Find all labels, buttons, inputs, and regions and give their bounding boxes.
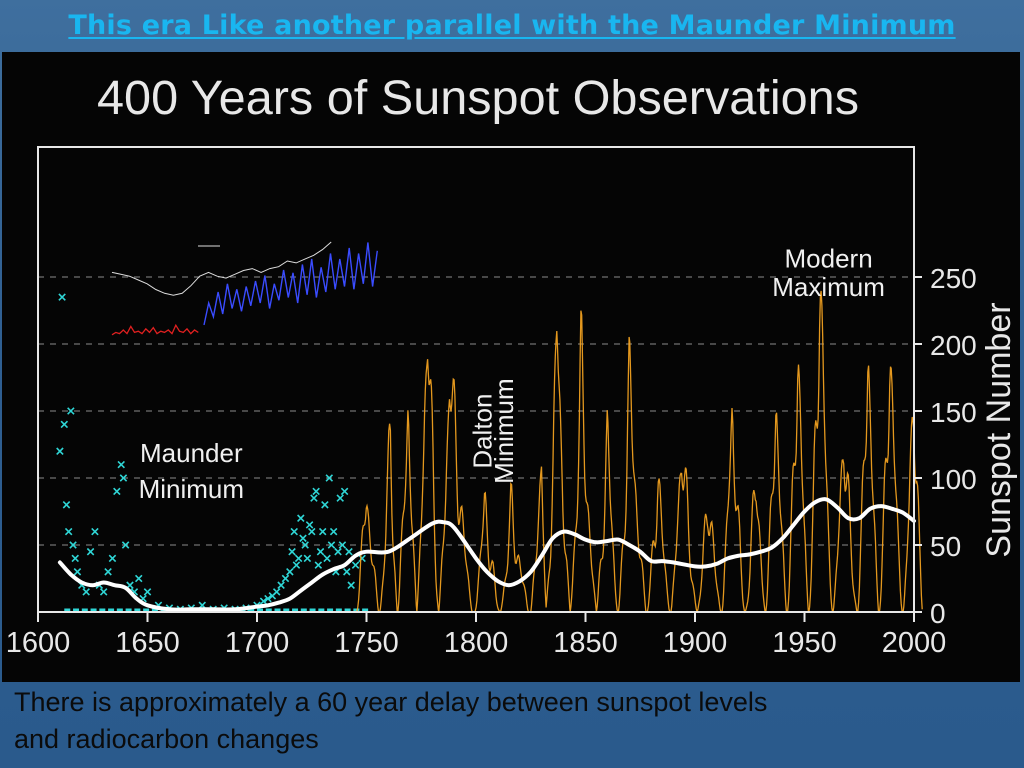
chart-panel: 400 Years of Sunspot Observations Maunde… [2, 52, 1020, 682]
caption: There is approximately a 60 year delay b… [14, 684, 1004, 758]
scatter-point [108, 554, 117, 563]
annotation-label: Dalton [467, 394, 497, 469]
x-tick-label: 1600 [6, 627, 71, 659]
x-tick-label: 1800 [444, 627, 509, 659]
scatter-point [340, 487, 349, 496]
scatter-point [292, 561, 301, 569]
scatter-point [60, 420, 69, 429]
scatter-point [288, 547, 296, 556]
chart-title: 400 Years of Sunspot Observations [97, 72, 859, 125]
scatter-point [117, 460, 125, 469]
scatter-point [82, 588, 90, 596]
scatter-point [358, 554, 366, 563]
y-tick-label: 200 [930, 330, 977, 361]
x-tick-label: 1950 [772, 627, 837, 659]
slide-title[interactable]: This era Like another parallel with the … [68, 10, 956, 41]
scatter-point [343, 568, 351, 576]
y-tick-label: 250 [930, 263, 977, 294]
scatter-point [310, 494, 318, 502]
sunspot-chart: 400 Years of Sunspot Observations Maunde… [6, 72, 1018, 659]
y-tick-label: 50 [930, 531, 961, 562]
scatter-point [294, 554, 303, 563]
x-tick-label: 1900 [663, 627, 728, 659]
scatter-point [297, 514, 305, 522]
inset-blue-line [203, 242, 378, 326]
x-tick-label: 1750 [334, 627, 399, 659]
annotation-label: Minimum [139, 474, 244, 504]
inset-white-line [111, 241, 332, 296]
axes: 0 50 100 150 200 250 1600 1650 1700 1750 1800 1850 1… [6, 146, 977, 659]
scatter-point [69, 541, 77, 549]
caption-line-1: There is approximately a 60 year delay b… [14, 687, 768, 717]
scatter-point [303, 554, 312, 563]
scatter-point [290, 527, 298, 536]
x-tick-label: 1700 [225, 627, 290, 659]
scatter-point [91, 527, 99, 536]
scatter-point [134, 574, 143, 583]
x-tick-label: 2000 [882, 627, 947, 659]
scatter-point [299, 534, 307, 543]
scatter-point [345, 547, 353, 556]
y-tick-label: 0 [930, 598, 946, 629]
scatter-point [329, 527, 338, 536]
scatter-point [334, 547, 342, 556]
monthly-cycles-line [355, 290, 923, 614]
scatter-point [86, 547, 95, 556]
scatter-point [305, 521, 314, 529]
y-tick-label: 150 [930, 397, 977, 428]
scatter-point [62, 501, 71, 509]
inset-plot [111, 241, 378, 336]
scatter-point [281, 574, 290, 583]
scatter-point [58, 293, 66, 301]
annotation-label: Modern [785, 244, 873, 274]
annotation-label: Maunder [140, 438, 243, 468]
scatter-point [56, 447, 64, 455]
scatter-point [318, 527, 327, 536]
scatter-point [113, 487, 121, 496]
trend-line [57, 497, 916, 612]
scatter-point [321, 501, 329, 509]
scatter-point [312, 487, 320, 496]
scatter-point [71, 554, 79, 563]
caption-line-2: and radiocarbon changes [14, 724, 319, 754]
y-tick-label: 100 [930, 464, 977, 495]
scatter-point [314, 561, 323, 569]
scatter-point [67, 407, 75, 415]
scatter-point [336, 494, 344, 502]
scatter-point [104, 568, 112, 576]
scatter-point [301, 541, 309, 549]
scatter-point [121, 541, 130, 549]
scatter-point [327, 541, 336, 549]
scatter-point [325, 474, 334, 482]
scatter-point [73, 568, 82, 576]
x-tick-label: 1650 [115, 627, 180, 659]
scatter-point [307, 527, 316, 536]
scatter-point [286, 568, 294, 576]
scatter-point [99, 588, 108, 596]
scatter-point [316, 547, 325, 556]
x-tick-label: 1850 [553, 627, 618, 659]
scatter-point [272, 588, 281, 596]
y-axis-label: Sunspot Number [980, 302, 1018, 557]
inset-red-line [111, 323, 199, 336]
scatter-point [264, 594, 272, 603]
scatter-point [119, 474, 128, 482]
annotation-label: Minimum [489, 378, 519, 483]
scatter-point [323, 554, 331, 563]
annotation-label: Maximum [772, 272, 885, 302]
scatter-point [338, 541, 347, 549]
scatter-point [143, 588, 152, 596]
scatter-point [259, 597, 268, 606]
scatter-point [351, 561, 360, 569]
scatter-point [347, 581, 355, 589]
scatter-point [277, 581, 285, 589]
scatter-point [64, 527, 73, 536]
